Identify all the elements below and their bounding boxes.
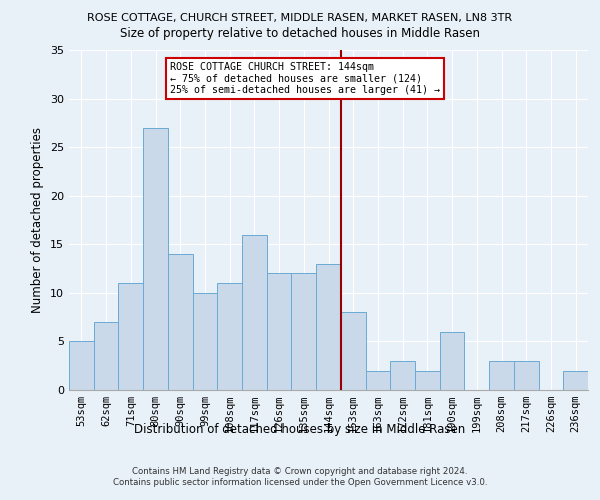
Bar bbox=[143, 128, 168, 390]
Text: Size of property relative to detached houses in Middle Rasen: Size of property relative to detached ho… bbox=[120, 28, 480, 40]
Bar bbox=[118, 283, 143, 390]
Bar bbox=[563, 370, 588, 390]
Bar bbox=[489, 361, 514, 390]
Bar bbox=[94, 322, 118, 390]
Text: Contains HM Land Registry data © Crown copyright and database right 2024.
Contai: Contains HM Land Registry data © Crown c… bbox=[113, 468, 487, 487]
Y-axis label: Number of detached properties: Number of detached properties bbox=[31, 127, 44, 313]
Bar bbox=[514, 361, 539, 390]
Bar bbox=[341, 312, 365, 390]
Bar bbox=[316, 264, 341, 390]
Bar bbox=[292, 274, 316, 390]
Bar bbox=[242, 234, 267, 390]
Bar bbox=[168, 254, 193, 390]
Bar bbox=[365, 370, 390, 390]
Bar bbox=[390, 361, 415, 390]
Bar bbox=[415, 370, 440, 390]
Bar bbox=[217, 283, 242, 390]
Text: Distribution of detached houses by size in Middle Rasen: Distribution of detached houses by size … bbox=[134, 422, 466, 436]
Bar bbox=[440, 332, 464, 390]
Bar bbox=[267, 274, 292, 390]
Text: ROSE COTTAGE CHURCH STREET: 144sqm
← 75% of detached houses are smaller (124)
25: ROSE COTTAGE CHURCH STREET: 144sqm ← 75%… bbox=[170, 62, 440, 95]
Bar bbox=[69, 342, 94, 390]
Text: ROSE COTTAGE, CHURCH STREET, MIDDLE RASEN, MARKET RASEN, LN8 3TR: ROSE COTTAGE, CHURCH STREET, MIDDLE RASE… bbox=[88, 12, 512, 22]
Bar bbox=[193, 293, 217, 390]
